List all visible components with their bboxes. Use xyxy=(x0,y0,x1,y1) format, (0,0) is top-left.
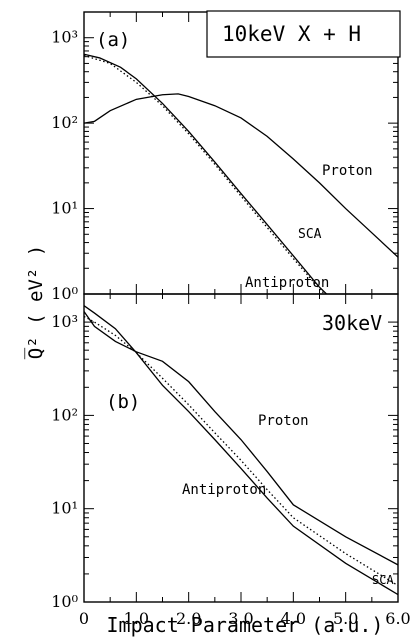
panel-b-title: 30keV xyxy=(322,311,382,335)
y-tick-label: 10⁰ xyxy=(51,284,78,303)
y-tick-label: 10³ xyxy=(51,312,78,331)
x-tick-label: 5.0 xyxy=(333,609,358,628)
panel-b-antiproton-label: Antiproton xyxy=(182,482,266,498)
panel-a-title: 10keV X + H xyxy=(222,22,361,46)
x-axis-label: Impact Parameter (a.u.) xyxy=(107,613,384,637)
x-tick-label: 6.0 xyxy=(385,609,410,628)
series-line-proton-panel-a xyxy=(84,93,398,258)
panel-b-label: (b) xyxy=(106,391,140,413)
series-line-sca-panel-a xyxy=(84,54,326,294)
x-tick-label: 4.0 xyxy=(281,609,306,628)
x-tick-label: 3.0 xyxy=(228,609,253,628)
series-line-proton-panel-b xyxy=(84,311,398,566)
y-tick-label: 10³ xyxy=(51,28,78,47)
y-axis-label: Q̅² ( eV² ) xyxy=(24,245,47,359)
panel-a-title-box xyxy=(206,10,401,58)
panel-a-label: (a) xyxy=(96,29,130,51)
panel-b-sca-label: SCA xyxy=(372,573,394,587)
series-line-antiproton-panel-b xyxy=(84,305,398,596)
y-tick-label: 10⁰ xyxy=(51,592,78,611)
x-tick-label: 2.0 xyxy=(176,609,201,628)
x-tick-label: 0 xyxy=(79,609,89,628)
y-tick-label: 10¹ xyxy=(51,499,78,518)
panel-a-proton-label: Proton xyxy=(322,163,373,179)
panel-a-sca-label: SCA xyxy=(298,227,322,242)
y-tick-label: 10² xyxy=(51,113,78,132)
y-tick-label: 10¹ xyxy=(51,199,78,218)
x-tick-label: 1.0 xyxy=(124,609,149,628)
panel-b-proton-label: Proton xyxy=(258,413,309,429)
series-line-sca-panel-b xyxy=(84,315,398,587)
panel-frame-b xyxy=(83,293,399,603)
y-tick-label: 10² xyxy=(51,405,78,424)
panel-a-antiproton-label: Antiproton xyxy=(245,275,329,291)
series-line-antiproton-panel-a xyxy=(84,53,328,294)
